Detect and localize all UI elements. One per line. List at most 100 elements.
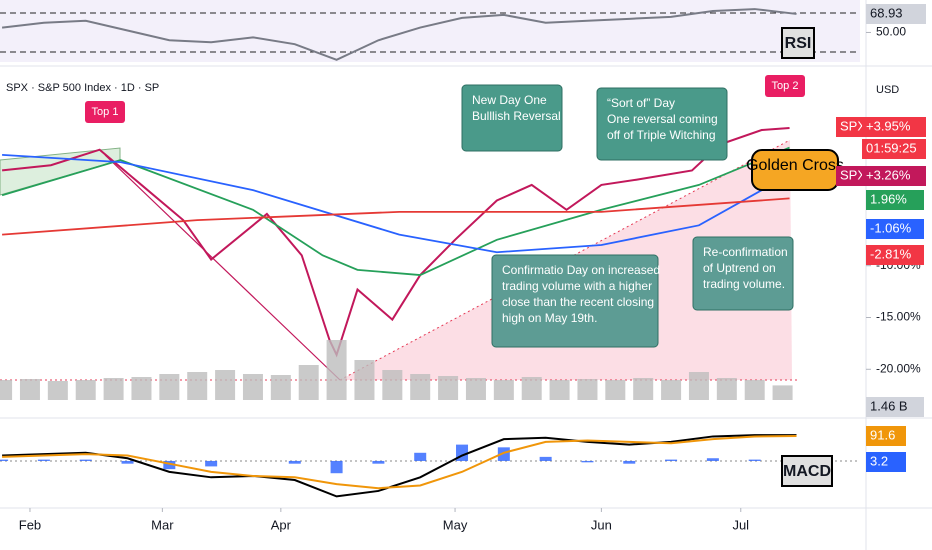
price-badge — [866, 219, 924, 239]
volume-bar — [744, 380, 765, 400]
series-line — [2, 197, 790, 236]
volume-bar — [103, 378, 124, 400]
pane-label-box — [781, 455, 833, 487]
volume-bar — [215, 370, 236, 400]
x-tick-label: Jun — [591, 517, 612, 532]
marker-pill — [85, 101, 125, 123]
annotation-text: One reversal coming — [607, 112, 718, 126]
marker-pill — [765, 75, 805, 97]
price-badge — [862, 117, 926, 137]
annotation-box — [596, 87, 728, 161]
annotation-text: Re-confirmation — [703, 245, 788, 259]
histogram-bar — [581, 460, 594, 463]
histogram-bar — [623, 460, 636, 464]
histogram-bar — [497, 447, 510, 461]
volume-bar — [242, 374, 263, 400]
volume-bar — [75, 380, 96, 400]
histogram-bar — [205, 460, 218, 467]
volume-bar — [465, 378, 486, 400]
histogram-bar — [0, 459, 9, 461]
marker-label: Top 1 — [92, 106, 119, 118]
badge-text: 91.6 — [870, 427, 895, 442]
badge-text: 3.2 — [870, 453, 888, 468]
histogram-bar — [748, 459, 761, 461]
annotation-box — [692, 236, 794, 311]
badge-text: 1.46 B — [870, 398, 908, 413]
pane-label: MACD — [783, 463, 831, 480]
histogram-bar — [79, 459, 92, 461]
volume-bar — [410, 374, 431, 400]
drop-line — [104, 154, 341, 381]
volume-bar — [270, 375, 291, 400]
series-line — [1, 126, 790, 358]
annotation-box — [461, 84, 563, 152]
volume-bar — [716, 378, 737, 400]
series-line — [1, 146, 790, 276]
badge-text: 68.93 — [870, 5, 903, 20]
annotation-text: off of Triple Witching — [607, 128, 716, 142]
badge-text: 1.96% — [870, 191, 907, 206]
volume-bar — [47, 381, 68, 400]
badge-text: +3.95% — [866, 118, 911, 133]
histogram-bar — [414, 452, 427, 461]
histogram-bar — [163, 460, 176, 470]
volume-bar — [0, 380, 13, 400]
annotation: Confirmatio Day on increased trading volu… — [491, 254, 660, 348]
annotation-text: trading volume with a higher — [502, 279, 652, 293]
badge-text: 01:59:25 — [866, 140, 917, 155]
price-badge — [862, 166, 926, 186]
volume-bar — [131, 377, 152, 400]
y-tick-label: -15.00% — [876, 310, 921, 324]
volume-bar — [605, 380, 626, 400]
annotation-text: New Day One — [472, 93, 547, 107]
y-tick-label: -20.00% — [876, 361, 921, 375]
x-tick-label: Feb — [19, 517, 41, 532]
pane-label: RSI — [785, 35, 812, 52]
volume-bar — [159, 374, 180, 400]
histogram-bar — [706, 458, 719, 461]
macd-line — [2, 435, 797, 490]
histogram-bar — [121, 460, 134, 464]
annotation: Golden Cross — [746, 149, 844, 191]
histogram-bar — [372, 460, 385, 464]
histogram-bar — [330, 460, 343, 474]
badge-text: -2.81% — [870, 246, 912, 261]
histogram-bar — [665, 459, 678, 461]
annotation: Re-confirmation of Uptrend on trading volu… — [692, 236, 794, 311]
price-badge — [866, 245, 924, 265]
badge-text: SPX — [840, 118, 866, 133]
series-line — [2, 153, 790, 254]
volume-bar — [326, 340, 347, 400]
header-title: SPX · S&P 500 Index · 1D · SP — [6, 82, 159, 94]
x-tick-label: May — [443, 517, 468, 532]
price-badge — [866, 4, 926, 24]
annotation-text: high on May 19th. — [502, 311, 597, 325]
x-tick-label: Mar — [151, 517, 174, 532]
volume-bar — [438, 376, 459, 400]
marker-label: Top 2 — [772, 80, 799, 92]
volume-bar — [187, 372, 208, 400]
annotation-box — [491, 254, 659, 348]
volume-bar — [633, 378, 654, 400]
volume-bar — [493, 380, 514, 400]
x-tick-label: Apr — [271, 517, 292, 532]
badge-text: -1.06% — [870, 220, 912, 235]
annotation: “Sort of” Day One reversal coming off of T… — [596, 87, 728, 161]
volume-bar — [521, 377, 542, 400]
volume-bar — [577, 379, 598, 400]
price-badge — [866, 426, 906, 446]
annotation-text: close than the recent closing — [502, 295, 654, 309]
annotation-text: “Sort of” Day — [607, 96, 675, 110]
volume-bar — [688, 372, 709, 400]
currency: USD — [876, 84, 899, 96]
volume-bar — [661, 380, 682, 400]
price-badge — [836, 117, 862, 137]
badge-text: +3.26% — [866, 167, 911, 182]
price-badge — [862, 139, 926, 159]
badge-text: SPX — [840, 167, 866, 182]
annotation-text: of Uptrend on — [703, 261, 776, 275]
volume-bar — [549, 380, 570, 400]
price-badge — [866, 452, 906, 472]
series-line — [1, 8, 797, 61]
annotation-text: Bulllish Reversal — [472, 109, 561, 123]
